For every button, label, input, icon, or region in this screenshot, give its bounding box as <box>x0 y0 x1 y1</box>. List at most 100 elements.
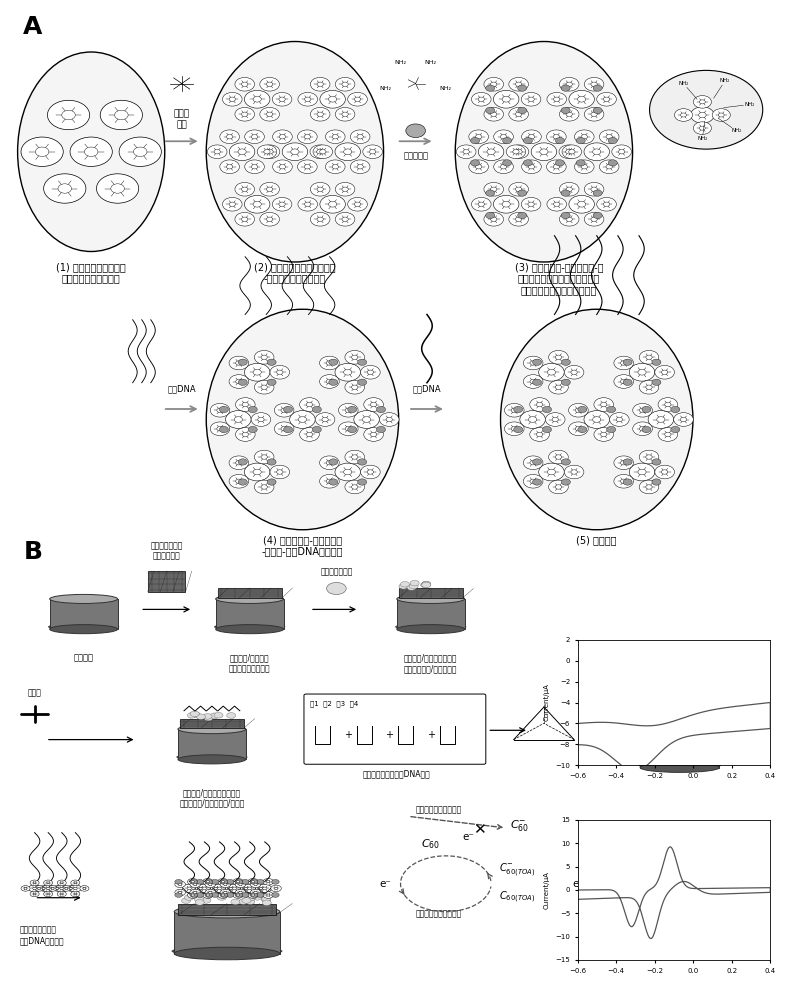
Text: 链1  链2  链3  链4: 链1 链2 链3 链4 <box>310 700 358 707</box>
Circle shape <box>351 455 358 459</box>
Circle shape <box>362 417 371 422</box>
Circle shape <box>320 375 340 388</box>
Circle shape <box>226 713 236 718</box>
Circle shape <box>718 113 724 117</box>
Ellipse shape <box>174 947 280 960</box>
Circle shape <box>270 885 281 892</box>
Circle shape <box>211 879 219 884</box>
Circle shape <box>267 379 276 385</box>
Circle shape <box>35 147 49 156</box>
Text: A: A <box>24 15 42 39</box>
Circle shape <box>242 432 248 437</box>
Circle shape <box>556 160 564 166</box>
Circle shape <box>358 479 366 485</box>
Circle shape <box>367 470 373 474</box>
Circle shape <box>326 479 332 483</box>
Circle shape <box>652 379 661 385</box>
Circle shape <box>74 893 77 895</box>
Circle shape <box>244 160 264 174</box>
Circle shape <box>252 165 258 169</box>
Ellipse shape <box>176 753 248 761</box>
Circle shape <box>578 201 586 207</box>
Circle shape <box>44 174 86 203</box>
Circle shape <box>188 892 198 898</box>
Circle shape <box>658 398 678 411</box>
Circle shape <box>514 406 523 413</box>
Circle shape <box>242 402 248 407</box>
Circle shape <box>237 881 240 883</box>
Circle shape <box>568 422 588 436</box>
Circle shape <box>479 143 504 161</box>
Circle shape <box>190 711 199 717</box>
Circle shape <box>233 892 244 898</box>
Circle shape <box>190 881 200 888</box>
Ellipse shape <box>640 730 719 740</box>
Circle shape <box>509 182 528 196</box>
Circle shape <box>409 583 418 589</box>
Circle shape <box>538 363 564 381</box>
Circle shape <box>422 582 431 588</box>
Circle shape <box>345 480 365 494</box>
Circle shape <box>310 212 330 226</box>
Text: 还原性氧化石墨
烯四乙烯五胺: 还原性氧化石墨 烯四乙烯五胺 <box>150 541 183 561</box>
Circle shape <box>463 150 469 154</box>
Circle shape <box>549 350 568 364</box>
Circle shape <box>39 886 48 891</box>
Circle shape <box>639 380 659 394</box>
Circle shape <box>252 413 270 426</box>
Circle shape <box>57 891 66 897</box>
Circle shape <box>584 411 609 428</box>
Circle shape <box>187 887 192 890</box>
Circle shape <box>230 97 236 101</box>
Circle shape <box>253 201 261 207</box>
Circle shape <box>250 889 261 896</box>
Circle shape <box>226 893 234 897</box>
Circle shape <box>327 582 346 595</box>
Circle shape <box>205 881 215 888</box>
Circle shape <box>421 582 430 588</box>
Circle shape <box>407 585 416 590</box>
Circle shape <box>336 77 355 91</box>
Circle shape <box>560 107 579 121</box>
Circle shape <box>250 879 258 884</box>
Circle shape <box>560 212 579 226</box>
Circle shape <box>226 411 251 428</box>
Circle shape <box>218 892 228 898</box>
Circle shape <box>336 212 355 226</box>
Circle shape <box>594 428 614 441</box>
Circle shape <box>630 463 655 481</box>
Circle shape <box>584 77 604 91</box>
Circle shape <box>553 165 560 169</box>
Circle shape <box>606 165 612 169</box>
Circle shape <box>60 887 64 890</box>
Circle shape <box>691 107 714 123</box>
Circle shape <box>514 426 523 433</box>
Circle shape <box>304 135 310 139</box>
Circle shape <box>212 884 226 893</box>
Circle shape <box>71 891 80 897</box>
Text: 无四辛基溴化铵促发剂: 无四辛基溴化铵促发剂 <box>415 805 461 814</box>
Circle shape <box>601 402 607 407</box>
Circle shape <box>531 143 556 161</box>
Circle shape <box>233 879 244 885</box>
Circle shape <box>248 406 257 413</box>
Circle shape <box>281 427 287 431</box>
Circle shape <box>274 422 294 436</box>
Bar <box>218 588 281 598</box>
Circle shape <box>203 714 212 719</box>
Text: +: + <box>343 730 351 740</box>
Ellipse shape <box>501 309 693 530</box>
Circle shape <box>633 403 652 417</box>
Circle shape <box>35 886 44 891</box>
Circle shape <box>578 426 587 433</box>
Circle shape <box>210 713 219 719</box>
Circle shape <box>191 894 194 896</box>
Circle shape <box>652 459 661 465</box>
Circle shape <box>229 356 248 370</box>
Circle shape <box>533 459 542 465</box>
Circle shape <box>530 361 536 365</box>
Circle shape <box>246 895 255 901</box>
Circle shape <box>581 165 587 169</box>
Circle shape <box>533 479 542 485</box>
Circle shape <box>516 187 522 191</box>
